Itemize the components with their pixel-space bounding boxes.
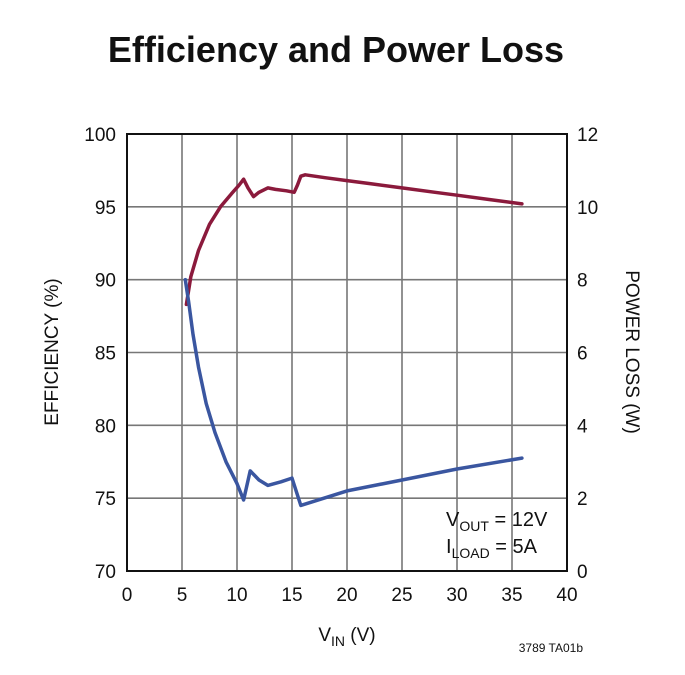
y-right-axis-label: POWER LOSS (W) xyxy=(621,270,642,434)
annotation-vout: VOUT = 12V xyxy=(446,509,548,534)
power-loss-line xyxy=(183,277,524,508)
annotation-vout-sub: OUT xyxy=(459,518,489,534)
y-left-tick-label: 75 xyxy=(95,489,116,510)
y-right-tick-label: 10 xyxy=(577,198,598,219)
efficiency-line xyxy=(184,173,524,307)
y-left-tick-label: 70 xyxy=(95,562,116,583)
x-axis-label-suffix: (V) xyxy=(345,625,376,646)
y-right-tick-label: 8 xyxy=(577,271,588,292)
x-tick-label: 15 xyxy=(281,585,302,606)
y-left-tick-label: 90 xyxy=(95,271,116,292)
y-right-tick-label: 4 xyxy=(577,416,588,437)
annotation-vout-main: V xyxy=(446,509,460,531)
annotation-vout-suffix: = 12V xyxy=(489,509,548,531)
x-axis-label-sub: IN xyxy=(331,633,345,649)
x-tick-label: 5 xyxy=(177,585,188,606)
x-tick-label: 30 xyxy=(446,585,467,606)
y-left-tick-label: 80 xyxy=(95,416,116,437)
x-tick-label: 40 xyxy=(556,585,577,606)
x-tick-label: 35 xyxy=(501,585,522,606)
y-left-tick-label: 100 xyxy=(84,125,116,146)
x-tick-label: 10 xyxy=(226,585,247,606)
y-left-axis-label: EFFICIENCY (%) xyxy=(42,278,63,425)
annotation-iload: ILOAD = 5A xyxy=(446,536,538,561)
y-right-tick-labels: 0 2 4 6 8 10 12 xyxy=(577,125,598,583)
series-layer xyxy=(183,173,524,508)
x-axis-label-main: V xyxy=(318,625,331,646)
chart-title: Efficiency and Power Loss xyxy=(108,29,564,70)
x-tick-label: 0 xyxy=(122,585,133,606)
y-right-tick-label: 12 xyxy=(577,125,598,146)
y-left-tick-labels: 70 75 80 85 90 95 100 xyxy=(84,125,116,583)
y-right-tick-label: 0 xyxy=(577,562,588,583)
figure-id: 3789 TA01b xyxy=(519,641,584,655)
y-left-tick-label: 95 xyxy=(95,198,116,219)
annotation-iload-sub: LOAD xyxy=(452,545,490,561)
x-axis-label: VIN (V) xyxy=(318,625,375,649)
x-tick-label: 25 xyxy=(391,585,412,606)
y-left-tick-label: 85 xyxy=(95,344,116,365)
grid xyxy=(127,134,567,571)
y-right-tick-label: 6 xyxy=(577,344,588,365)
plot-frame xyxy=(126,133,568,572)
x-tick-label: 20 xyxy=(336,585,357,606)
x-tick-labels: 0 5 10 15 20 25 30 35 40 xyxy=(122,585,578,606)
annotation-iload-main: I xyxy=(446,536,452,558)
annotation-iload-suffix: = 5A xyxy=(490,536,538,558)
y-right-tick-label: 2 xyxy=(577,489,588,510)
